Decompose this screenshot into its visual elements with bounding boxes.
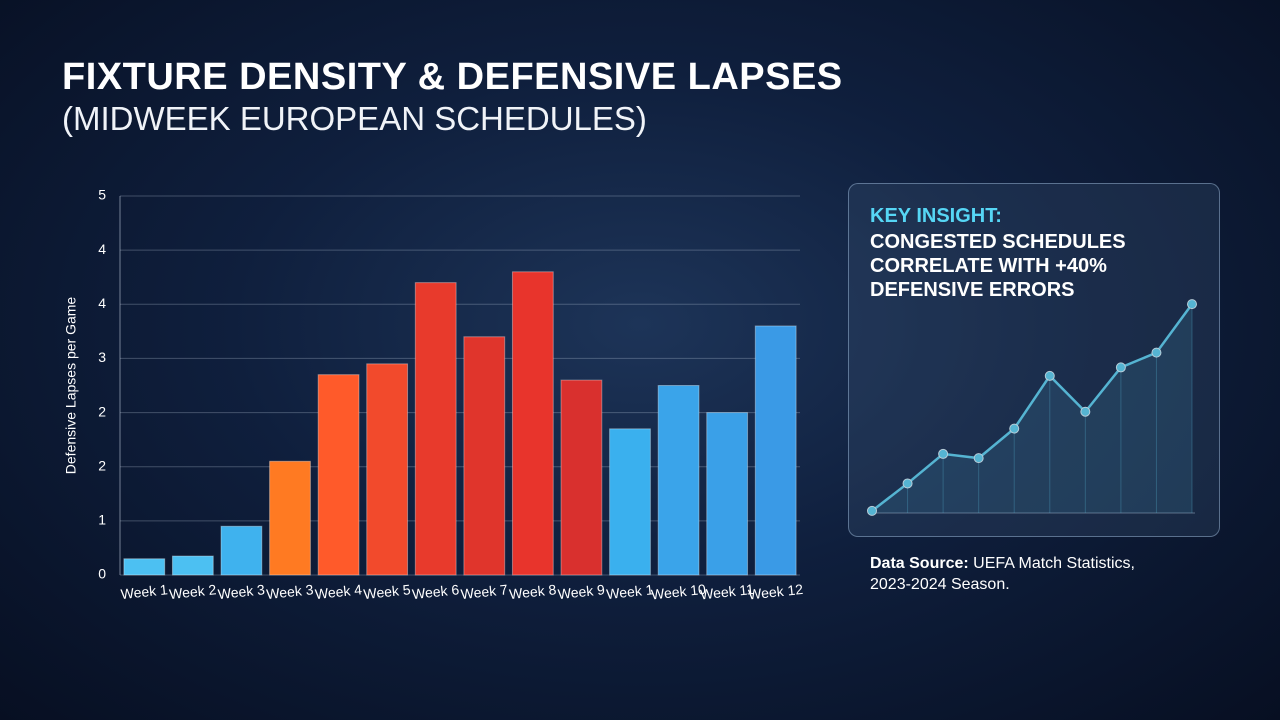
bar (414, 282, 457, 576)
y-tick-label: 1 (98, 512, 106, 528)
source-note: Data Source: UEFA Match Statistics, 2023… (870, 553, 1160, 595)
x-tick-label: Week 7 (460, 581, 509, 602)
x-tick-label: Week 3 (217, 581, 266, 602)
bar (511, 271, 554, 576)
bar (220, 525, 263, 576)
point (938, 448, 949, 459)
x-tick-label: Week 8 (508, 581, 557, 602)
x-tick-label: Week 4 (314, 581, 363, 602)
point (1009, 423, 1020, 434)
y-axis-label: Defensive Lapses per Game (63, 297, 79, 475)
source-label: Data Source: (870, 555, 969, 572)
x-tick-label: Week 12 (747, 581, 804, 603)
y-tick-label: 4 (98, 241, 106, 257)
bar (123, 558, 166, 576)
bar (657, 385, 700, 576)
x-tick-label: Week 1 (606, 581, 655, 602)
x-tick-label: Week 6 (411, 581, 460, 602)
area (872, 304, 1192, 513)
x-tick-label: Week 3 (266, 581, 315, 602)
y-tick-label: 3 (98, 349, 106, 365)
point (1080, 406, 1091, 417)
bar (171, 555, 214, 576)
x-tick-label: Week 2 (168, 581, 217, 602)
point (1187, 299, 1197, 310)
insight-heading: KEY INSIGHT: (870, 205, 1002, 227)
y-tick-label: 4 (98, 295, 106, 311)
point (1115, 362, 1126, 373)
y-tick-label: 5 (98, 187, 106, 203)
bar (609, 428, 651, 576)
y-tick-label: 2 (98, 403, 106, 419)
chart-title: FIXTURE DENSITY & DEFENSIVE LAPSES (62, 56, 843, 98)
point (867, 505, 877, 516)
bar (269, 460, 311, 576)
x-tick-label: Week 1 (120, 581, 169, 602)
bar (366, 363, 409, 576)
source-text: UEFA Match Statistics, 2023-2024 Season. (870, 555, 1135, 593)
x-tick-label: Week 11 (699, 581, 755, 603)
point (973, 453, 984, 464)
bar (560, 379, 603, 576)
insight-panel (848, 183, 1220, 537)
bar (317, 374, 360, 576)
point (1044, 370, 1055, 381)
bar (754, 325, 797, 576)
y-tick-label: 0 (98, 566, 106, 582)
x-tick-label: Week 5 (363, 581, 412, 602)
line (871, 303, 1194, 512)
y-tick-label: 2 (98, 457, 106, 473)
point (902, 478, 913, 489)
chart-subtitle: (MIDWEEK EUROPEAN SCHEDULES) (62, 100, 647, 137)
x-tick-label: Week 9 (557, 581, 606, 602)
bar (706, 412, 749, 576)
point (1151, 347, 1162, 358)
bar (463, 336, 506, 576)
insight-text: CONGESTED SCHEDULES CORRELATE WITH +40% … (870, 231, 1126, 301)
x-tick-label: Week 10 (650, 581, 707, 603)
